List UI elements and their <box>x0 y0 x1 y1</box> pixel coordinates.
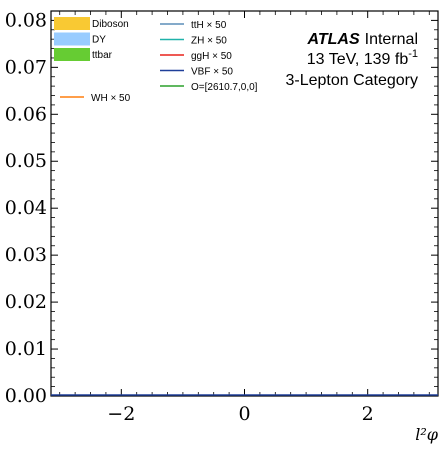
y-tick-label: 0.06 <box>5 103 47 125</box>
plot-frame <box>50 10 439 397</box>
y-tick-labels: 0.00 0.01 0.02 0.03 0.04 0.05 0.06 0.07 0.08 <box>5 9 47 407</box>
y-tick-label: 0.08 <box>5 9 47 31</box>
y-tick-label: 0.07 <box>5 56 47 78</box>
legend-label: ZH × 50 <box>191 36 227 47</box>
legend-swatch-diboson <box>54 17 90 30</box>
atlas-word: ATLAS <box>306 31 359 48</box>
x-tick-labels: −2 0 2 <box>107 403 373 425</box>
energy-text: 13 TeV, 139 fb <box>307 51 409 68</box>
legend-label: VBF × 50 <box>191 67 233 78</box>
atlas-status: Internal <box>365 31 418 48</box>
legend-swatch-ttbar <box>54 48 90 61</box>
y-tick-label: 0.01 <box>5 338 47 360</box>
atlas-annotation: ATLAS Internal 13 TeV, 139 fb-1 3-Lepton … <box>285 31 418 89</box>
legend-label: WH × 50 <box>91 93 131 104</box>
legend-label: ttbar <box>92 50 113 61</box>
x-tick-label: 2 <box>362 403 374 425</box>
y-tick-label: 0.02 <box>5 291 47 313</box>
category-label: 3-Lepton Category <box>285 72 418 89</box>
legend-label: Diboson <box>92 19 129 30</box>
legend-label: ggH × 50 <box>191 51 232 62</box>
legend-label: ttH × 50 <box>191 20 227 31</box>
y-tick-label: 0.03 <box>5 244 47 266</box>
legend-label: O=[2610.7,0,0] <box>191 82 258 93</box>
axis-ticks <box>51 10 438 397</box>
legend-swatch-dy <box>54 32 90 46</box>
y-tick-label: 0.04 <box>5 197 47 219</box>
atlas-label: ATLAS Internal <box>306 31 418 48</box>
y-tick-label: 0.00 <box>5 385 47 407</box>
x-tick-label: 0 <box>238 403 250 425</box>
x-axis-label: l²φ <box>415 425 439 444</box>
y-tick-label: 0.05 <box>5 150 47 172</box>
x-tick-label: −2 <box>107 403 135 425</box>
legend-label: DY <box>92 35 106 46</box>
legend: Diboson DY ttbar ttH × 50 ZH × 50 ggH × 50 VBF… <box>54 17 258 104</box>
energy-sup: -1 <box>408 48 418 60</box>
energy-lumi-label: 13 TeV, 139 fb-1 <box>307 48 418 68</box>
